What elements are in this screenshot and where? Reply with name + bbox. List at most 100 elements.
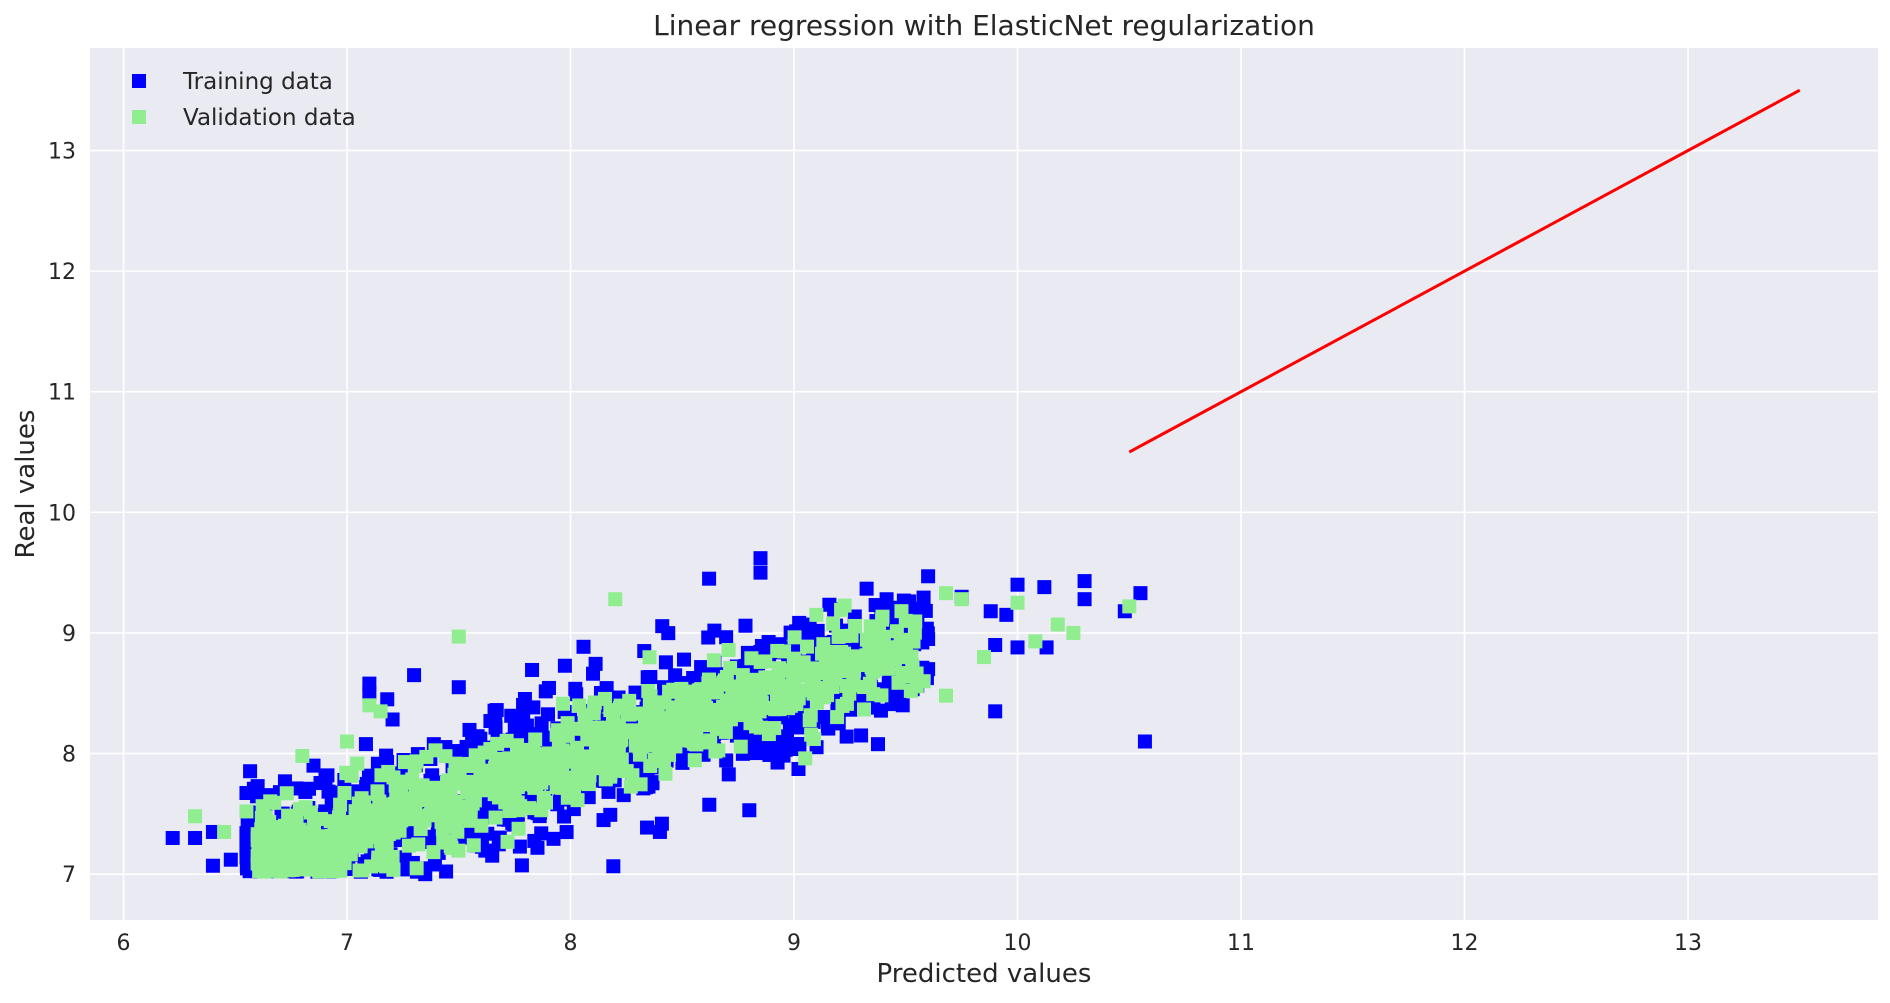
data-point	[511, 821, 526, 836]
data-point	[845, 678, 860, 693]
data-point	[263, 838, 278, 853]
data-point	[921, 631, 936, 646]
data-point	[281, 808, 296, 823]
data-point	[753, 565, 768, 580]
data-point	[397, 861, 412, 876]
data-point	[407, 668, 422, 683]
data-point	[916, 590, 931, 605]
data-point	[587, 699, 602, 714]
data-point	[622, 693, 637, 708]
data-point	[701, 630, 716, 645]
data-point	[790, 668, 805, 683]
data-point	[708, 744, 723, 759]
data-point	[280, 819, 295, 834]
data-point	[658, 766, 673, 781]
data-point	[1137, 734, 1152, 749]
data-point	[323, 814, 338, 829]
data-point	[391, 819, 406, 834]
data-point	[514, 752, 529, 767]
data-point	[629, 706, 644, 721]
data-point	[939, 688, 954, 703]
data-point	[557, 658, 572, 673]
data-point	[362, 698, 377, 713]
data-point	[1122, 599, 1137, 614]
data-point	[397, 850, 412, 865]
data-point	[762, 747, 777, 762]
x-tick-label: 11	[1227, 931, 1255, 956]
data-point	[539, 795, 554, 810]
data-point	[303, 805, 318, 820]
data-point	[333, 797, 348, 812]
data-point	[603, 703, 618, 718]
data-point	[738, 618, 753, 633]
data-point	[810, 623, 825, 638]
data-point	[694, 682, 709, 697]
data-point	[699, 700, 714, 715]
data-point	[645, 776, 660, 791]
data-point	[658, 655, 673, 670]
data-point	[487, 703, 502, 718]
data-point	[379, 839, 394, 854]
data-point	[570, 793, 585, 808]
data-point	[1037, 580, 1052, 595]
data-point	[873, 703, 888, 718]
legend-marker-validation	[132, 110, 146, 124]
data-point	[748, 744, 763, 759]
data-point	[674, 693, 689, 708]
data-point	[467, 793, 482, 808]
data-point	[397, 755, 412, 770]
data-point	[440, 790, 455, 805]
data-point	[859, 581, 874, 596]
data-point	[918, 603, 933, 618]
data-point	[791, 762, 806, 777]
data-point	[742, 803, 757, 818]
data-point	[302, 862, 317, 877]
data-point	[559, 825, 574, 840]
data-point	[250, 779, 265, 794]
data-point	[719, 630, 734, 645]
data-point	[429, 780, 444, 795]
data-point	[319, 831, 334, 846]
data-point	[875, 639, 890, 654]
data-point	[517, 691, 532, 706]
data-point	[871, 652, 886, 667]
data-point	[551, 723, 566, 738]
data-point	[657, 695, 672, 710]
data-point	[988, 704, 1003, 719]
data-point	[745, 703, 760, 718]
data-point	[356, 795, 371, 810]
data-point	[223, 852, 238, 867]
data-point	[798, 751, 813, 766]
data-point	[306, 758, 321, 773]
data-point	[256, 852, 271, 867]
data-point	[543, 771, 558, 786]
data-point	[830, 710, 845, 725]
data-point	[787, 630, 802, 645]
data-point	[983, 604, 998, 619]
data-point	[466, 759, 481, 774]
data-point	[623, 779, 638, 794]
data-point	[374, 768, 389, 783]
data-point	[359, 776, 374, 791]
data-point	[243, 764, 258, 779]
data-point	[277, 774, 292, 789]
y-axis-label: Real values	[11, 410, 41, 559]
data-point	[363, 820, 378, 835]
data-point	[721, 642, 736, 657]
data-point	[1010, 640, 1025, 655]
data-point	[680, 725, 695, 740]
data-point	[939, 586, 954, 601]
data-point	[373, 704, 388, 719]
data-point	[306, 837, 321, 852]
data-point	[768, 672, 783, 687]
data-point	[1133, 586, 1148, 601]
data-point	[516, 711, 531, 726]
data-point	[652, 740, 667, 755]
data-point	[462, 722, 477, 737]
data-point	[606, 859, 621, 874]
data-point	[723, 660, 738, 675]
data-point	[572, 698, 587, 713]
data-point	[362, 686, 377, 701]
data-point	[541, 680, 556, 695]
data-point	[642, 697, 657, 712]
